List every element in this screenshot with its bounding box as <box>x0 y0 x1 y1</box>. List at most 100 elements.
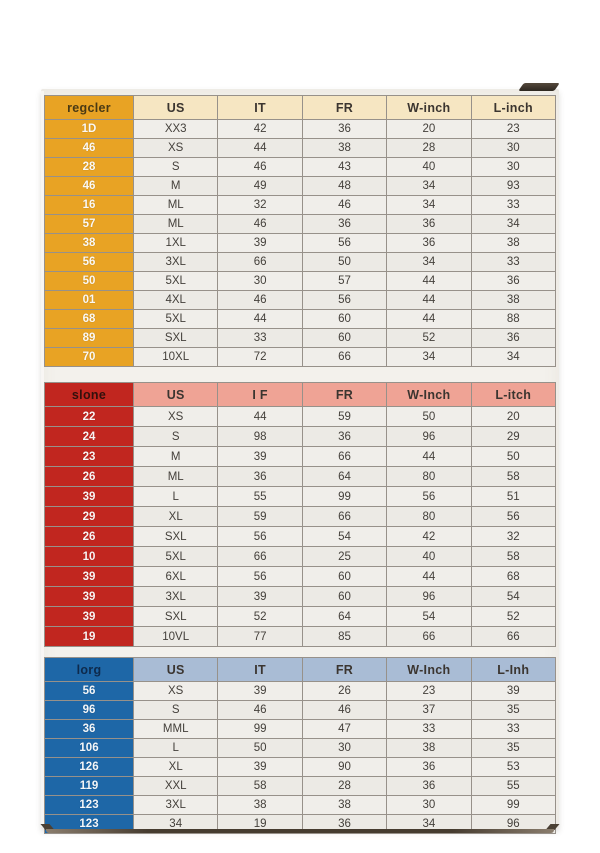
value-cell: 30 <box>470 138 557 158</box>
value-cell: 77 <box>217 626 303 647</box>
value-cell: 46 <box>217 214 303 234</box>
value-cell: S <box>132 426 219 447</box>
value-cell: 44 <box>217 138 303 158</box>
value-cell: SXL <box>132 526 219 547</box>
size-cell: 56 <box>44 681 134 701</box>
value-cell: 39 <box>217 586 303 607</box>
table-row: 38 1XL 39 56 36 38 <box>44 233 557 253</box>
value-cell: 33 <box>470 252 557 272</box>
value-cell: 23 <box>470 119 557 139</box>
column-header: FR <box>301 657 388 682</box>
value-cell: 30 <box>386 795 472 815</box>
value-cell: 26 <box>301 681 388 701</box>
column-header: US <box>132 95 219 120</box>
value-cell: 35 <box>470 700 557 720</box>
value-cell: 4XL <box>132 290 219 310</box>
value-cell: 60 <box>301 586 388 607</box>
value-cell: 96 <box>386 586 472 607</box>
table-label: slone <box>44 382 134 407</box>
size-cell: 39 <box>44 566 134 587</box>
table-row: 10 5XL 66 25 40 58 <box>44 546 557 567</box>
value-cell: 36 <box>386 776 472 796</box>
value-cell: 40 <box>386 546 472 567</box>
size-cell: 28 <box>44 157 134 177</box>
column-header: US <box>132 382 219 407</box>
value-cell: 56 <box>301 290 388 310</box>
value-cell: 38 <box>470 290 557 310</box>
size-cell: 16 <box>44 195 134 215</box>
value-cell: 43 <box>301 157 388 177</box>
table-row: 106 L 50 30 38 35 <box>44 738 557 758</box>
size-cell: 119 <box>44 776 134 796</box>
value-cell: 52 <box>470 606 557 627</box>
value-cell: 54 <box>386 606 472 627</box>
value-cell: 36 <box>301 119 388 139</box>
value-cell: 60 <box>301 566 388 587</box>
value-cell: 99 <box>217 719 303 739</box>
value-cell: SXL <box>132 328 219 348</box>
table-row: 46 XS 44 38 28 30 <box>44 138 557 158</box>
value-cell: 5XL <box>132 309 219 329</box>
column-header: W-Inch <box>386 657 472 682</box>
value-cell: 42 <box>386 526 472 547</box>
value-cell: 33 <box>386 719 472 739</box>
value-cell: 48 <box>301 176 388 196</box>
size-cell: 39 <box>44 486 134 507</box>
value-cell: 29 <box>470 426 557 447</box>
size-cell: 19 <box>44 626 134 647</box>
value-cell: 47 <box>301 719 388 739</box>
column-header: IT <box>217 95 303 120</box>
table-row: 29 XL 59 66 80 56 <box>44 506 557 527</box>
value-cell: 33 <box>217 328 303 348</box>
value-cell: 35 <box>470 738 557 758</box>
size-cell: 56 <box>44 252 134 272</box>
value-cell: 51 <box>470 486 557 507</box>
table-row: 39 L 55 99 56 51 <box>44 486 557 507</box>
value-cell: 66 <box>386 626 472 647</box>
value-cell: 64 <box>301 606 388 627</box>
size-cell: 106 <box>44 738 134 758</box>
size-cell: 89 <box>44 328 134 348</box>
value-cell: 50 <box>386 406 472 427</box>
value-cell: 28 <box>301 776 388 796</box>
value-cell: 23 <box>386 681 472 701</box>
size-table-long: lorg US IT FR W-Inch L-Inh 56 XS 39 26 23 39 96 S 46 46… <box>44 657 557 834</box>
value-cell: 58 <box>470 546 557 567</box>
table-row: 01 4XL 46 56 44 38 <box>44 290 557 310</box>
table-row: 26 SXL 56 54 42 32 <box>44 526 557 547</box>
value-cell: 39 <box>470 681 557 701</box>
value-cell: 44 <box>386 290 472 310</box>
value-cell: 44 <box>386 566 472 587</box>
value-cell: 42 <box>217 119 303 139</box>
size-cell: 10 <box>44 546 134 567</box>
value-cell: 44 <box>386 446 472 467</box>
value-cell: 44 <box>217 406 303 427</box>
value-cell: 66 <box>217 252 303 272</box>
value-cell: 38 <box>301 138 388 158</box>
size-cell: 1D <box>44 119 134 139</box>
table-row: 56 3XL 66 50 34 33 <box>44 252 557 272</box>
value-cell: 36 <box>386 214 472 234</box>
value-cell: 66 <box>301 347 388 367</box>
value-cell: XS <box>132 681 219 701</box>
value-cell: ML <box>132 214 219 234</box>
column-header: FR <box>301 382 388 407</box>
value-cell: 36 <box>217 466 303 487</box>
value-cell: 58 <box>470 466 557 487</box>
column-header: IT <box>217 657 303 682</box>
value-cell: 36 <box>470 271 557 291</box>
value-cell: 80 <box>386 506 472 527</box>
size-cell: 70 <box>44 347 134 367</box>
size-cell: 22 <box>44 406 134 427</box>
column-header: FR <box>301 95 388 120</box>
value-cell: 1XL <box>132 233 219 253</box>
value-cell: 66 <box>217 546 303 567</box>
value-cell: 66 <box>301 446 388 467</box>
value-cell: 53 <box>470 757 557 777</box>
value-cell: 56 <box>301 233 388 253</box>
table-label: lorg <box>44 657 134 682</box>
table-row: 50 5XL 30 57 44 36 <box>44 271 557 291</box>
value-cell: 34 <box>386 347 472 367</box>
value-cell: XXL <box>132 776 219 796</box>
value-cell: S <box>132 700 219 720</box>
